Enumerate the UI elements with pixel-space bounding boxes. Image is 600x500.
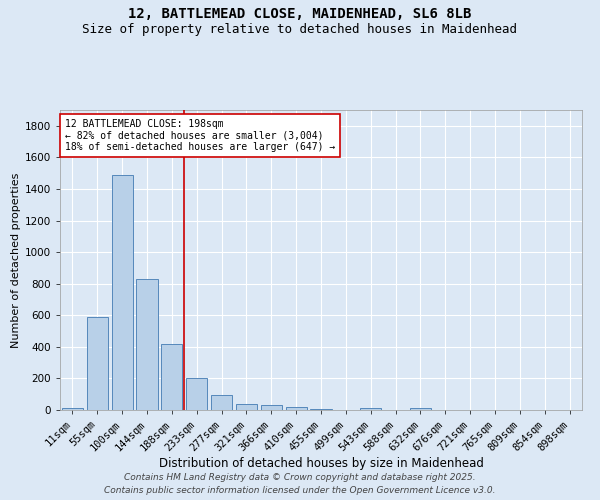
Bar xyxy=(62,408,83,410)
Text: Contains HM Land Registry data © Crown copyright and database right 2025.: Contains HM Land Registry data © Crown c… xyxy=(124,474,476,482)
Text: 12 BATTLEMEAD CLOSE: 198sqm
← 82% of detached houses are smaller (3,004)
18% of : 12 BATTLEMEAD CLOSE: 198sqm ← 82% of det… xyxy=(65,119,335,152)
Bar xyxy=(161,344,182,410)
Bar xyxy=(286,407,307,410)
Text: Size of property relative to detached houses in Maidenhead: Size of property relative to detached ho… xyxy=(83,22,517,36)
Bar xyxy=(87,317,108,410)
Bar xyxy=(360,408,381,410)
Bar xyxy=(261,406,282,410)
Bar xyxy=(112,174,133,410)
Bar xyxy=(236,404,257,410)
Bar xyxy=(136,279,158,410)
Bar xyxy=(211,395,232,410)
Bar xyxy=(410,408,431,410)
Bar xyxy=(310,409,332,410)
X-axis label: Distribution of detached houses by size in Maidenhead: Distribution of detached houses by size … xyxy=(158,457,484,470)
Bar xyxy=(186,378,207,410)
Text: Contains public sector information licensed under the Open Government Licence v3: Contains public sector information licen… xyxy=(104,486,496,495)
Y-axis label: Number of detached properties: Number of detached properties xyxy=(11,172,20,348)
Text: 12, BATTLEMEAD CLOSE, MAIDENHEAD, SL6 8LB: 12, BATTLEMEAD CLOSE, MAIDENHEAD, SL6 8L… xyxy=(128,8,472,22)
